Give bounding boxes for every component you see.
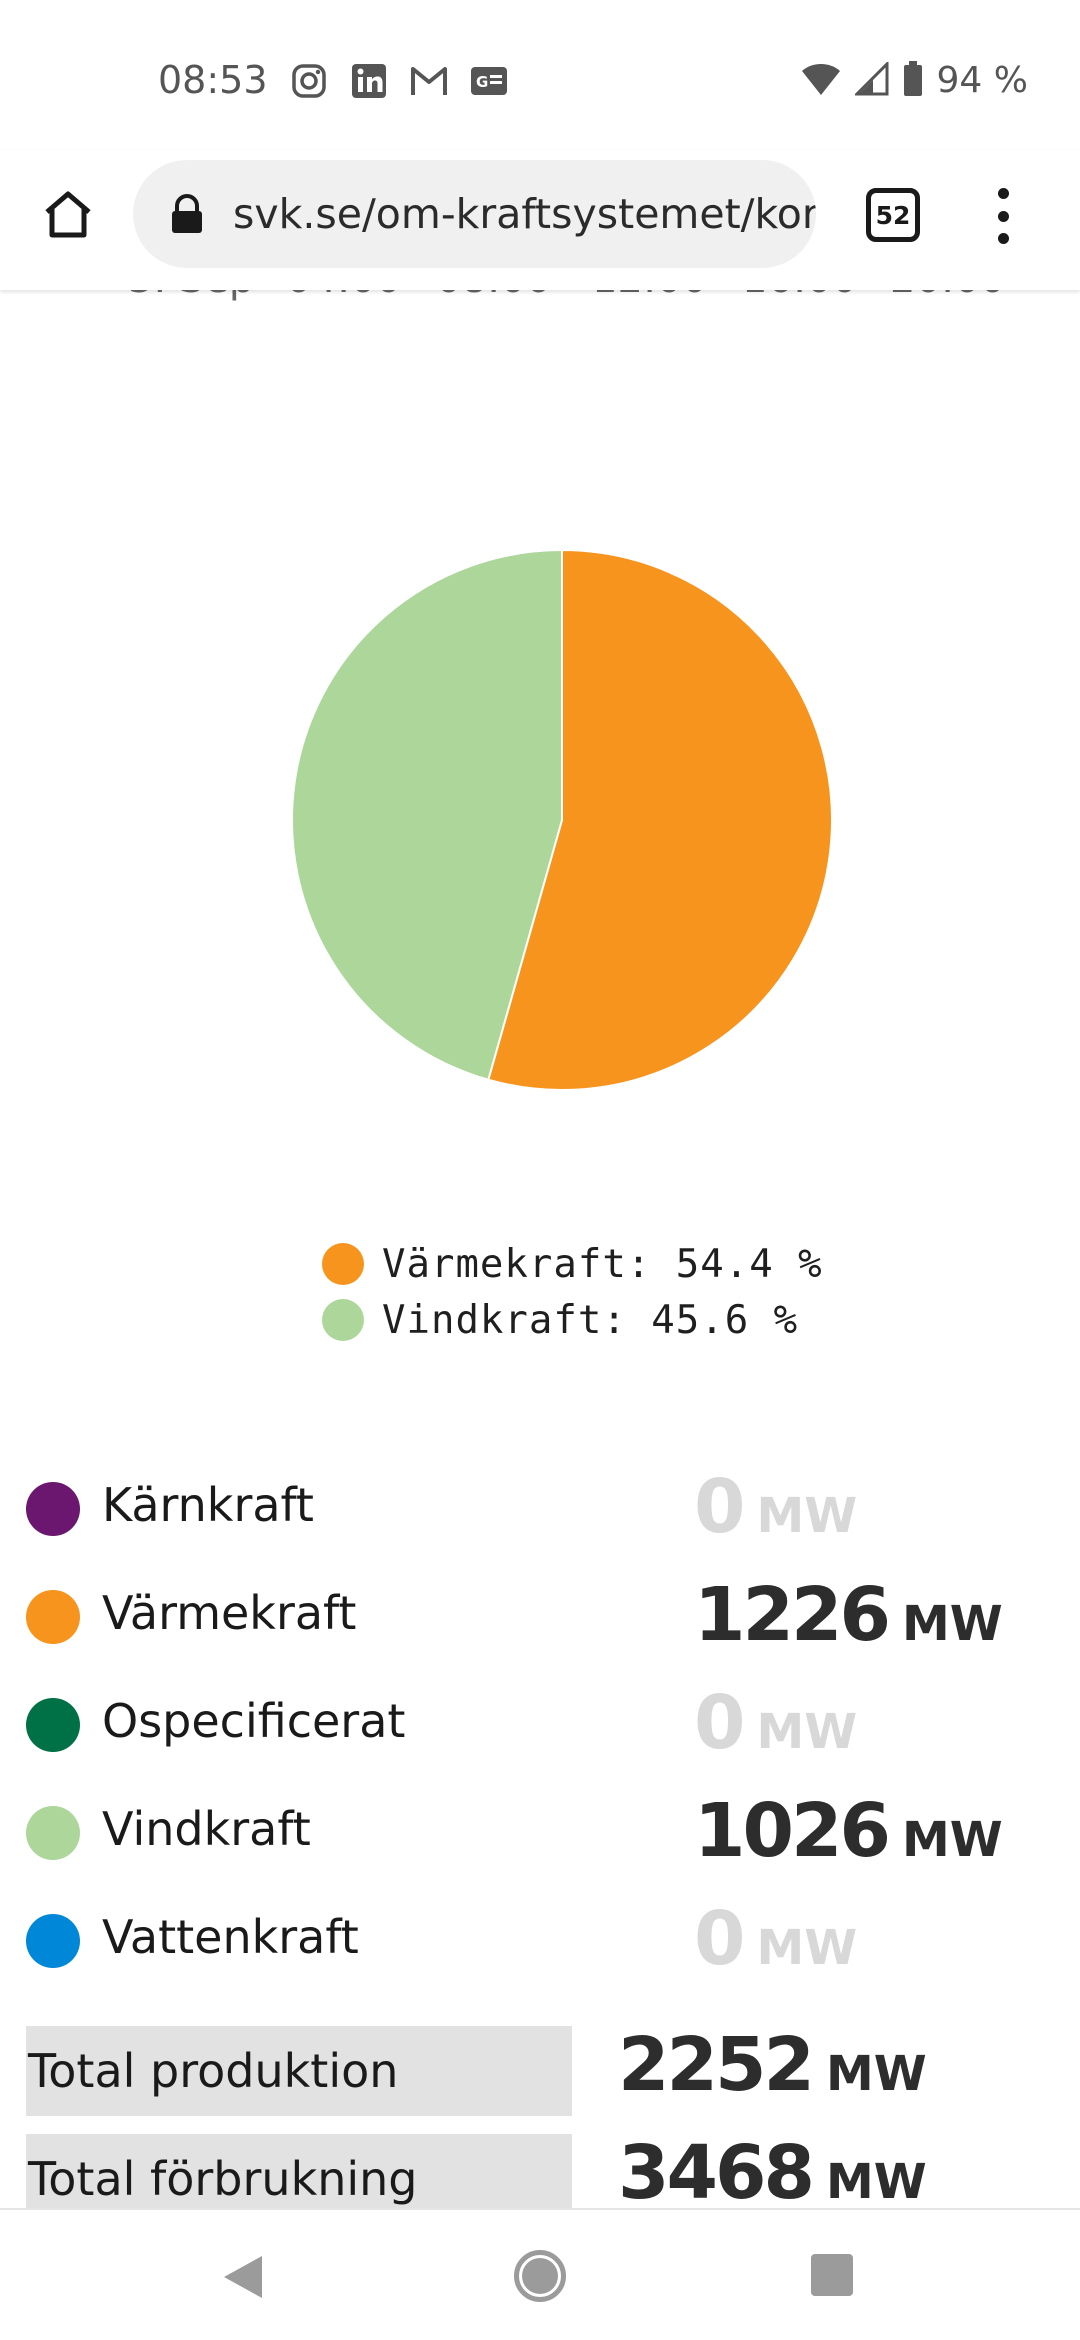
total-label: Total förbrukning: [26, 2134, 572, 2208]
source-dot: [26, 1914, 80, 1968]
wifi-icon: [801, 62, 841, 100]
source-value-number: 1226: [694, 1572, 891, 1658]
page-content: 3. Sep 04:00 08:00 12:00 16:00 20:00 Vär…: [0, 290, 1080, 2208]
source-value: 0 MW: [694, 1896, 857, 1982]
source-value: 0 MW: [694, 1464, 857, 1550]
legend-dot: [322, 1299, 364, 1341]
source-value-number: 0: [694, 1896, 745, 1982]
source-dot: [26, 1806, 80, 1860]
tabs-button[interactable]: 52: [866, 188, 920, 242]
back-icon[interactable]: [222, 2254, 264, 2300]
cell-signal-icon: [852, 59, 889, 100]
notification-icons: G: [290, 62, 508, 100]
battery-icon: [903, 60, 923, 101]
source-dot: [26, 1698, 80, 1752]
svg-text:G: G: [476, 73, 488, 91]
axis-label: 3. Sep: [128, 290, 254, 302]
source-label: Kärnkraft: [102, 1478, 314, 1532]
legend-dot: [322, 1243, 364, 1285]
pie-slice-vindkraft: [291, 548, 563, 1081]
source-row-ospecificerat: Ospecificerat 0 MW: [26, 1676, 1066, 1766]
total-label: Total produktion: [26, 2026, 572, 2116]
overflow-menu-button[interactable]: [985, 188, 1021, 244]
pie-legend: Värmekraft: 54.4 % Vindkraft: 45.6 %: [322, 1236, 823, 1348]
lock-icon: [172, 194, 202, 233]
source-label: Ospecificerat: [102, 1694, 406, 1748]
total-value: 2252 MW: [618, 2022, 927, 2108]
total-unit: MW: [825, 2154, 927, 2208]
source-row-varmekraft: Värmekraft 1226 MW: [26, 1568, 1066, 1658]
source-value: 1026 MW: [694, 1788, 1003, 1874]
gmail-icon: [410, 62, 448, 100]
chart-axis-labels: 3. Sep 04:00 08:00 12:00 16:00 20:00: [0, 290, 1080, 316]
battery-percent: 94 %: [936, 60, 1028, 101]
axis-label: 08:00: [436, 290, 551, 302]
total-value-number: 3468: [618, 2130, 815, 2208]
total-consumption-row: Total förbrukning 3468 MW: [26, 2130, 1066, 2208]
navigation-bar: [0, 2208, 1080, 2340]
source-row-vattenkraft: Vattenkraft 0 MW: [26, 1892, 1066, 1982]
source-label: Vattenkraft: [102, 1910, 359, 1964]
home-circle-icon[interactable]: [514, 2250, 566, 2302]
status-time: 08:53: [158, 58, 268, 102]
source-row-vindkraft: Vindkraft 1026 MW: [26, 1784, 1066, 1874]
source-row-karnkraft: Kärnkraft 0 MW: [26, 1460, 1066, 1550]
home-button[interactable]: [36, 182, 100, 246]
source-value-number: 1026: [694, 1788, 891, 1874]
axis-label: 16:00: [742, 290, 857, 302]
source-label: Värmekraft: [102, 1586, 357, 1640]
production-pie-chart: [291, 548, 833, 1091]
source-unit: MW: [901, 1812, 1003, 1868]
source-unit: MW: [901, 1596, 1003, 1652]
status-bar: 08:53 G 94 %: [0, 0, 1080, 150]
source-value: 1226 MW: [694, 1572, 1003, 1658]
axis-label: 20:00: [890, 290, 1005, 302]
legend-label: Vindkraft: 45.6 %: [382, 1297, 799, 1343]
url-text: svk.se/om-kraftsystemet/kor: [233, 190, 816, 238]
source-dot: [26, 1590, 80, 1644]
home-icon: [45, 191, 91, 238]
source-label: Vindkraft: [102, 1802, 311, 1856]
browser-toolbar: svk.se/om-kraftsystemet/kor 52: [0, 150, 1080, 290]
pie-slice-v-rmekraft: [487, 548, 833, 1091]
source-unit: MW: [756, 1488, 858, 1544]
axis-label: 04:00: [286, 290, 401, 302]
more-vert-icon: [997, 188, 1009, 199]
source-value-number: 0: [694, 1464, 745, 1550]
system-icons: 94 %: [801, 59, 1028, 101]
source-value-number: 0: [694, 1680, 745, 1766]
source-value: 0 MW: [694, 1680, 857, 1766]
total-value-number: 2252: [618, 2022, 815, 2108]
total-value: 3468 MW: [618, 2130, 927, 2208]
legend-label: Värmekraft: 54.4 %: [382, 1241, 823, 1287]
url-bar[interactable]: svk.se/om-kraftsystemet/kor: [133, 160, 816, 268]
source-unit: MW: [756, 1920, 858, 1976]
total-production-row: Total produktion 2252 MW: [26, 2022, 1066, 2116]
source-dot: [26, 1482, 80, 1536]
recents-icon[interactable]: [811, 2254, 853, 2296]
axis-label: 12:00: [592, 290, 707, 302]
legend-item: Vindkraft: 45.6 %: [322, 1292, 823, 1348]
linkedin-icon: [350, 62, 388, 100]
instagram-icon: [290, 62, 328, 100]
legend-item: Värmekraft: 54.4 %: [322, 1236, 823, 1292]
total-unit: MW: [825, 2046, 927, 2102]
google-news-icon: G: [470, 62, 508, 100]
source-unit: MW: [756, 1704, 858, 1760]
